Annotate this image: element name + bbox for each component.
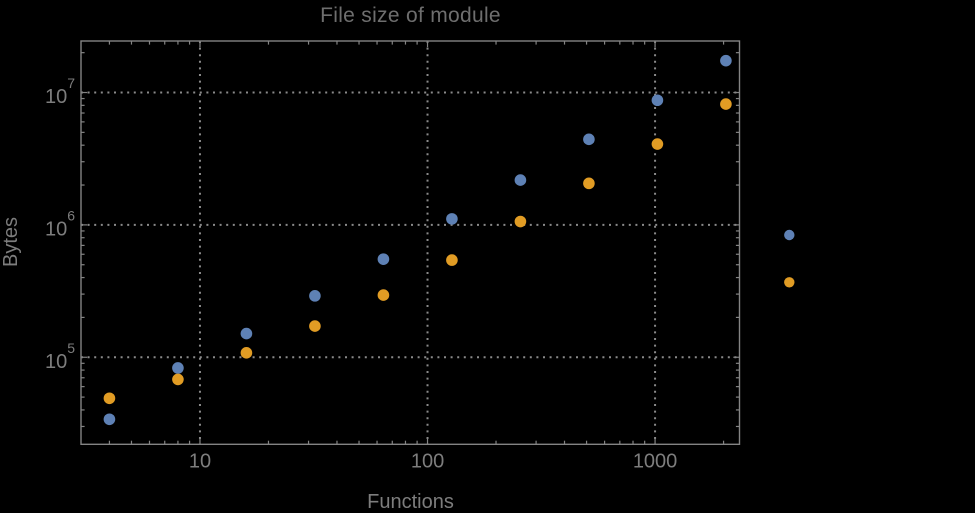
legend-marker-orange [784, 277, 795, 288]
data-point-orange-x4 [103, 392, 116, 405]
y-tick-label-10e6: 106 [45, 207, 75, 240]
chart-title: File size of module [320, 4, 501, 27]
data-point-blue-x256 [514, 174, 527, 186]
gridlines [81, 41, 740, 445]
data-point-blue-x2048 [720, 54, 732, 67]
data-point-blue-x16 [240, 327, 253, 340]
data-point-blue-x128 [446, 213, 458, 225]
data-point-orange-x1024 [651, 138, 664, 150]
data-point-orange-x256 [514, 215, 527, 228]
x-tick-label-10: 10 [189, 450, 211, 472]
data-point-blue-x1024 [651, 94, 664, 107]
data-point-orange-x2048 [720, 98, 732, 110]
data-point-blue-x4 [103, 413, 116, 426]
data-point-blue-x8 [172, 362, 184, 374]
data-point-orange-x64 [377, 289, 390, 301]
data-point-orange-x16 [240, 347, 253, 359]
data-point-blue-x32 [309, 290, 321, 302]
y-tick-label-10e5: 105 [45, 340, 75, 373]
data-point-blue-x512 [583, 133, 595, 146]
legend-marker-blue [784, 229, 795, 241]
y-tick-label-10e7: 107 [45, 75, 75, 108]
legend [784, 229, 795, 288]
data-point-orange-x512 [583, 177, 595, 190]
plot-frame [80, 40, 741, 445]
axis-tick-labels: 10 100 1000 105 106 107 [45, 75, 677, 472]
x-tick-label-1000: 1000 [633, 450, 678, 472]
x-axis-label: Functions [367, 491, 454, 513]
x-tick-label-100: 100 [411, 450, 444, 472]
data-point-orange-x128 [446, 254, 458, 266]
data-point-orange-x8 [172, 373, 184, 386]
data-points [103, 54, 732, 426]
data-point-blue-x64 [377, 253, 390, 265]
data-point-orange-x32 [309, 320, 321, 332]
